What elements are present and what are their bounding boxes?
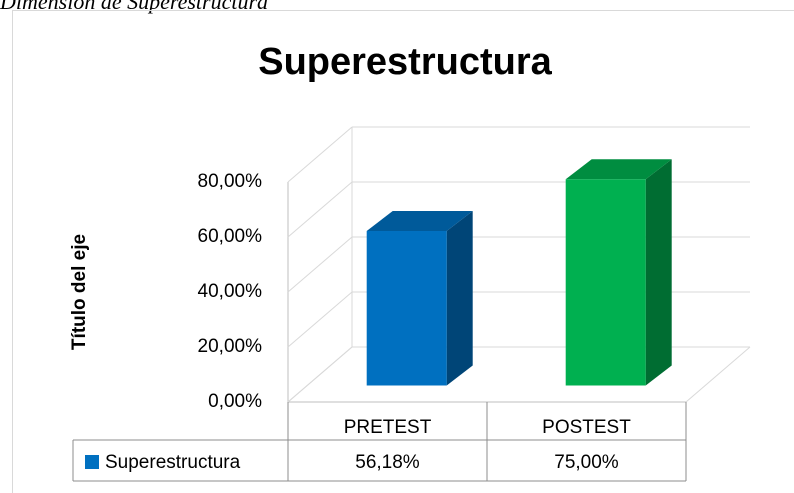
data-label: 75,00% [554, 452, 619, 473]
y-tick-label: 20,00% [198, 336, 263, 357]
bar-side [645, 159, 672, 386]
legend-label: Superestructura [105, 452, 241, 473]
bar-top [565, 159, 672, 180]
bar-top [366, 211, 473, 232]
y-tick-label: 0,00% [208, 391, 262, 412]
grid-line [287, 346, 353, 403]
caption: Dimensión de Superestructura [0, 0, 268, 14]
y-tick-label: 40,00% [198, 281, 263, 302]
grid-line [287, 236, 353, 293]
chart-frame [12, 10, 794, 493]
x-tick-label: PRETEST [344, 417, 432, 438]
grid-line [287, 291, 353, 348]
y-tick-label: 80,00% [198, 171, 263, 192]
axis-line [685, 346, 751, 403]
legend-swatch [85, 455, 99, 469]
grid-line [287, 126, 353, 183]
bar [565, 179, 646, 386]
bar-side [446, 211, 473, 386]
grid-line [287, 181, 353, 238]
x-tick-label: POSTEST [542, 417, 631, 438]
y-axis-label: Título del eje [69, 234, 90, 350]
data-label: 56,18% [355, 452, 420, 473]
bar [366, 231, 447, 386]
chart-title: Superestructura [258, 41, 552, 83]
y-tick-label: 60,00% [198, 226, 263, 247]
